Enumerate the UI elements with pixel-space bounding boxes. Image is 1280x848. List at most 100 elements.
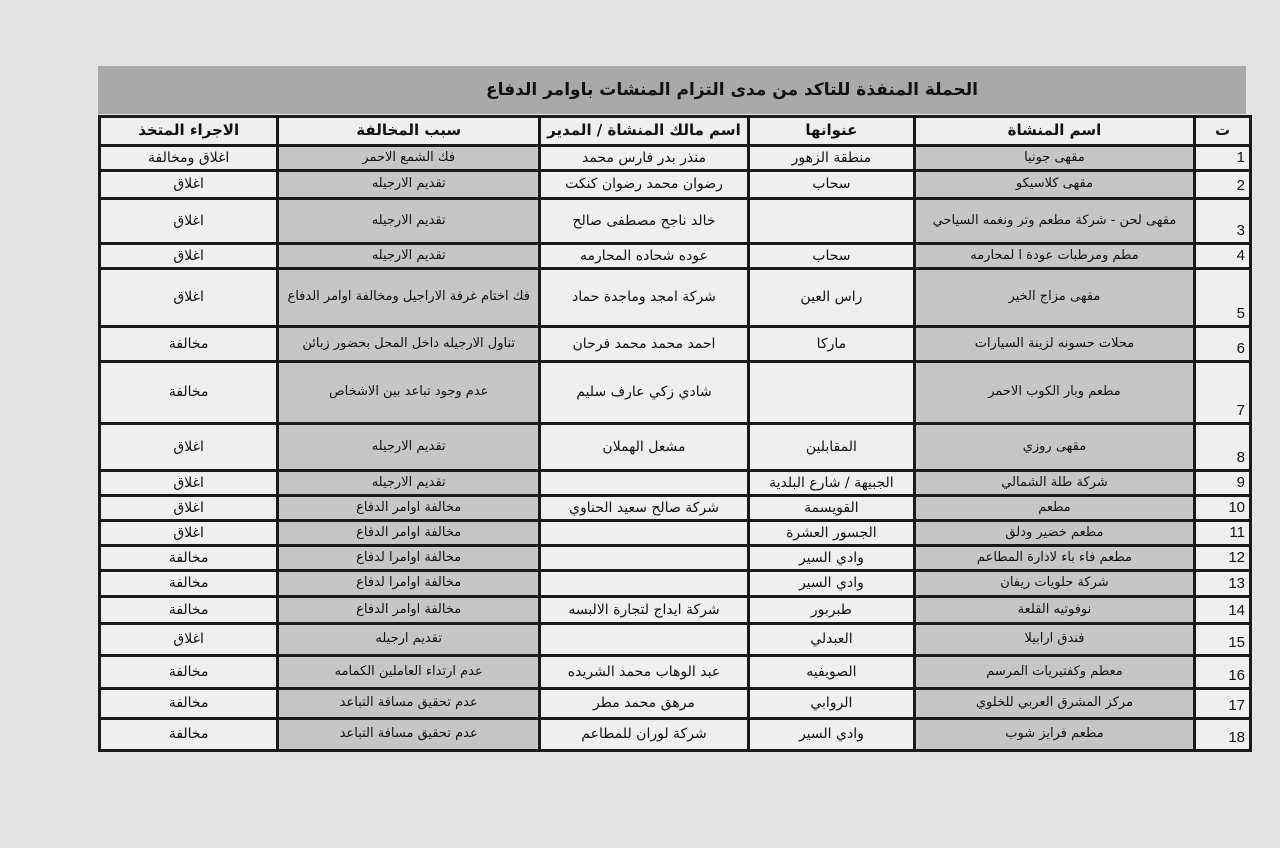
table-row: 9 شركة طلة الشمالي الجبيهة / شارع البلدية ت… — [101, 472, 1249, 494]
cell-num: 4 — [1196, 245, 1249, 267]
cell-address: ماركا — [749, 328, 913, 360]
cell-name: فندق ارابيلا — [915, 625, 1194, 654]
cell-name: نوفوتيه القلعة — [915, 598, 1194, 622]
table-row: 2 مقهى كلاسيكو سحاب رضوان محمد رضوان كنكت تق… — [101, 172, 1249, 197]
cell-action: اغلاق — [101, 270, 277, 325]
cell-reason: تقديم الارجيله — [279, 245, 539, 267]
table-row: 16 معطم وكفتيريات المرسم الصويفيه عبد الوها… — [101, 657, 1249, 687]
cell-reason: تقديم الارجيله — [279, 472, 539, 494]
cell-action: مخالفة — [101, 657, 277, 687]
cell-action: اغلاق — [101, 172, 277, 197]
cell-action: اغلاق ومخالفة — [101, 147, 277, 169]
cell-address: الروابي — [749, 690, 913, 717]
cell-name: مقهى مزاج الخير — [915, 270, 1194, 325]
cell-num: 12 — [1196, 547, 1249, 569]
cell-address: العبدلي — [749, 625, 913, 654]
header-num: ت — [1196, 118, 1249, 144]
cell-reason: مخالفة اوامرا لدفاع — [279, 572, 539, 595]
cell-action: اغلاق — [101, 425, 277, 469]
cell-action: اغلاق — [101, 472, 277, 494]
cell-address: المقابلين — [749, 425, 913, 469]
cell-reason: عدم وجود تباعد بين الاشخاص — [279, 363, 539, 422]
cell-reason: تقديم الارجيله — [279, 172, 539, 197]
cell-address: سحاب — [749, 245, 913, 267]
table-row: 6 محلات حسونه لزينة السيارات ماركا احمد محم… — [101, 328, 1249, 360]
cell-owner: شركة امجد وماجدة حماد — [541, 270, 747, 325]
header-name: اسم المنشاة — [915, 118, 1194, 144]
cell-reason: مخالفة اوامرا لدفاع — [279, 547, 539, 569]
table-row: 7 مطعم وبار الكوب الاحمر شادي زكي عارف سلي… — [101, 363, 1249, 422]
cell-num: 17 — [1196, 690, 1249, 717]
cell-name: مطعم خضير ودلق — [915, 522, 1194, 544]
cell-address: القويسمة — [749, 497, 913, 519]
cell-reason: عدم تحقيق مسافة التباعد — [279, 690, 539, 717]
document-title: الحملة المنفذة للتاكد من مدى التزام المن… — [486, 80, 978, 100]
cell-name: مقهى كلاسيكو — [915, 172, 1194, 197]
cell-address: الصويفيه — [749, 657, 913, 687]
cell-action: مخالفة — [101, 363, 277, 422]
cell-name: مطعم — [915, 497, 1194, 519]
cell-reason: مخالفة اوامر الدفاع — [279, 598, 539, 622]
cell-address: وادي السير — [749, 572, 913, 595]
cell-owner: خالد ناجح مصطفى صالح — [541, 200, 747, 242]
cell-owner — [541, 472, 747, 494]
cell-owner: احمد محمد محمد فرحان — [541, 328, 747, 360]
cell-name: مطعم فرايز شوب — [915, 720, 1194, 749]
cell-reason: عدم تحقيق مسافة التباعد — [279, 720, 539, 749]
cell-num: 5 — [1196, 270, 1249, 325]
cell-address: راس العين — [749, 270, 913, 325]
table-row: 18 مطعم فرايز شوب وادي السير شركة لوران للم… — [101, 720, 1249, 749]
cell-reason: تناول الارجيله داخل المحل بحضور زبائن — [279, 328, 539, 360]
cell-reason: فك اختام غرفة الاراجيل ومخالفة اوامر الد… — [279, 270, 539, 325]
cell-owner — [541, 522, 747, 544]
table-row: 10 مطعم القويسمة شركة صالح سعيد الحناوي مخال… — [101, 497, 1249, 519]
table-row: 15 فندق ارابيلا العبدلي تقديم ارجيله اغلاق — [101, 625, 1249, 654]
cell-address: الجبيهة / شارع البلدية — [749, 472, 913, 494]
cell-action: مخالفة — [101, 572, 277, 595]
inspection-table: ت اسم المنشاة عنوانها اسم مالك المنشاة /… — [98, 115, 1252, 752]
cell-address: الجسور العشرة — [749, 522, 913, 544]
cell-owner: مشعل الهملان — [541, 425, 747, 469]
cell-address: وادي السير — [749, 720, 913, 749]
cell-owner: عوده شحاده المحارمه — [541, 245, 747, 267]
cell-num: 8 — [1196, 425, 1249, 469]
cell-owner: شركة لوران للمطاعم — [541, 720, 747, 749]
table-row: 8 مقهى روزي المقابلين مشعل الهملان تقديم الا… — [101, 425, 1249, 469]
cell-num: 15 — [1196, 625, 1249, 654]
document-title-band: الحملة المنفذة للتاكد من مدى التزام المن… — [98, 66, 1246, 114]
cell-reason: عدم ارتداء العاملين الكمامه — [279, 657, 539, 687]
cell-action: مخالفة — [101, 598, 277, 622]
table-row: 12 مطعم فاء باء لادارة المطاعم وادي السير م… — [101, 547, 1249, 569]
cell-name: شركة طلة الشمالي — [915, 472, 1194, 494]
cell-address: سحاب — [749, 172, 913, 197]
cell-name: مطعم فاء باء لادارة المطاعم — [915, 547, 1194, 569]
cell-action: مخالفة — [101, 720, 277, 749]
cell-owner: شادي زكي عارف سليم — [541, 363, 747, 422]
cell-name: مقهى جونيا — [915, 147, 1194, 169]
cell-reason: تقديم الارجيله — [279, 425, 539, 469]
header-reason: سبب المخالفة — [279, 118, 539, 144]
cell-name: مقهى روزي — [915, 425, 1194, 469]
cell-reason: مخالفة اوامر الدفاع — [279, 522, 539, 544]
cell-action: اغلاق — [101, 497, 277, 519]
cell-num: 10 — [1196, 497, 1249, 519]
table-row: 11 مطعم خضير ودلق الجسور العشرة مخالفة اوام… — [101, 522, 1249, 544]
cell-owner: مرهق محمد مطر — [541, 690, 747, 717]
cell-num: 14 — [1196, 598, 1249, 622]
cell-owner — [541, 547, 747, 569]
cell-address: طبربور — [749, 598, 913, 622]
table-header-row: ت اسم المنشاة عنوانها اسم مالك المنشاة /… — [101, 118, 1249, 144]
table-row: 1 مقهى جونيا منطقة الزهور منذر بدر فارس محم… — [101, 147, 1249, 169]
header-owner: اسم مالك المنشاة / المدير — [541, 118, 747, 144]
cell-num: 6 — [1196, 328, 1249, 360]
cell-num: 9 — [1196, 472, 1249, 494]
cell-owner: شركة ايداج لتجارة الالبسه — [541, 598, 747, 622]
cell-action: اغلاق — [101, 522, 277, 544]
cell-reason: تقديم ارجيله — [279, 625, 539, 654]
cell-address — [749, 363, 913, 422]
cell-num: 11 — [1196, 522, 1249, 544]
cell-reason: تقديم الارجيله — [279, 200, 539, 242]
cell-name: محلات حسونه لزينة السيارات — [915, 328, 1194, 360]
cell-name: مقهى لحن - شركة مطعم وتر ونغمه السياحي — [915, 200, 1194, 242]
table-row: 14 نوفوتيه القلعة طبربور شركة ايداج لتجارة … — [101, 598, 1249, 622]
